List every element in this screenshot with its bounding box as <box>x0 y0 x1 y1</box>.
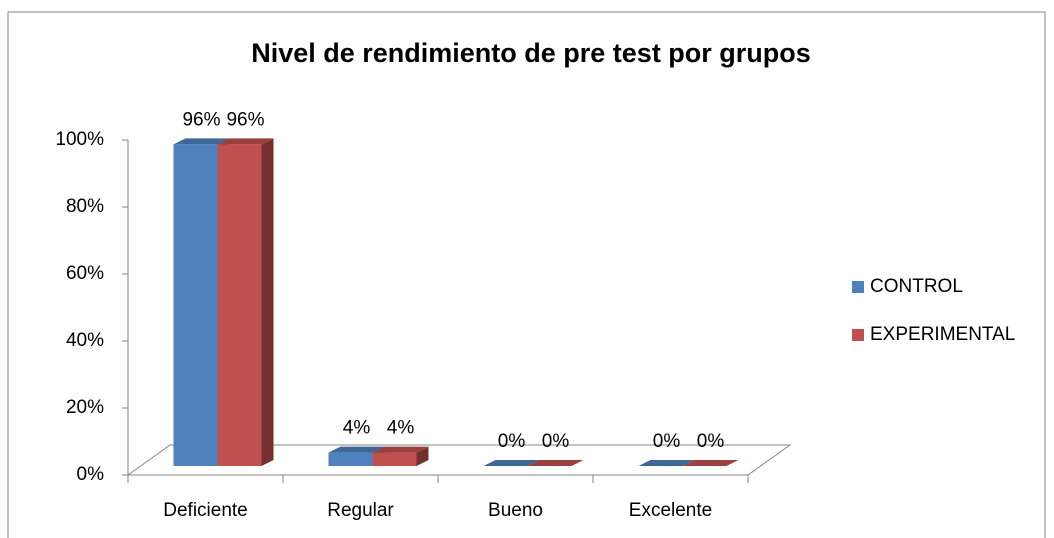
bar-top <box>483 460 540 466</box>
floor <box>126 444 792 476</box>
legend-swatch <box>852 281 864 293</box>
value-label: 0% <box>697 431 725 452</box>
y-tick-label: 20% <box>66 397 104 418</box>
x-tick-label: Deficiente <box>163 500 248 521</box>
value-label: 0% <box>498 431 526 452</box>
bar-top <box>217 138 274 145</box>
x-tick-label: Excelente <box>629 500 712 521</box>
y-tick-label: 80% <box>66 196 104 217</box>
y-tick-label: 60% <box>66 263 104 284</box>
bar-top <box>527 460 584 466</box>
bar-top <box>372 446 429 453</box>
value-label: 96% <box>182 109 220 130</box>
bar-side <box>416 446 429 466</box>
y-tick-label: 0% <box>77 464 105 485</box>
value-label: 96% <box>226 109 264 130</box>
value-label: 4% <box>387 418 415 439</box>
bar <box>173 144 218 466</box>
value-label: 4% <box>343 418 371 439</box>
value-label: 0% <box>653 431 681 452</box>
bar-top <box>173 138 230 145</box>
bar <box>217 144 262 466</box>
bar-side <box>261 138 274 466</box>
bar <box>372 452 417 466</box>
legend-swatch <box>852 329 864 341</box>
bar <box>328 452 373 466</box>
bar-top <box>328 446 385 453</box>
y-tick-label: 100% <box>55 129 104 150</box>
chart-border <box>7 11 1046 538</box>
y-tick-label: 40% <box>66 330 104 351</box>
legend-label: CONTROL <box>870 276 963 297</box>
value-label: 0% <box>542 431 570 452</box>
chart-title: Nivel de rendimiento de pre test por gru… <box>251 38 811 68</box>
bar-top <box>638 460 695 466</box>
x-tick-label: Bueno <box>488 500 543 521</box>
legend-label: EXPERIMENTAL <box>870 324 1015 345</box>
x-tick-label: Regular <box>327 500 394 521</box>
bar-top <box>682 460 739 466</box>
